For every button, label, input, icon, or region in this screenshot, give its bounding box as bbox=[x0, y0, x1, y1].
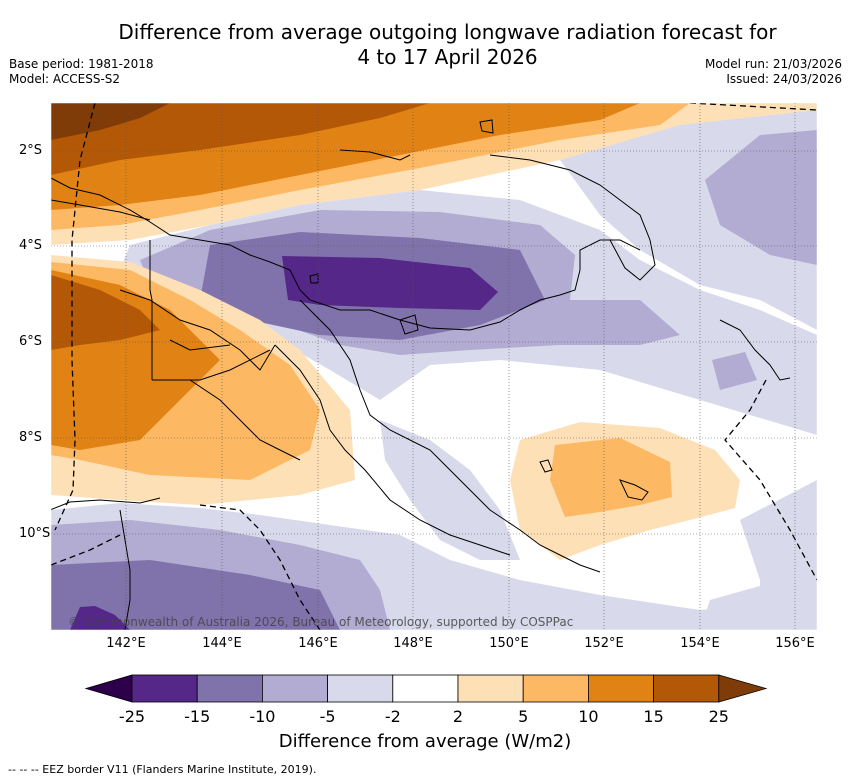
colorbar-tick: 10 bbox=[578, 707, 599, 726]
lat-label: 4°S bbox=[19, 238, 43, 253]
copyright-notice: © Commonwealth of Australia 2026, Bureau… bbox=[68, 615, 574, 629]
gridlines bbox=[51, 103, 817, 630]
eez-legend: -- -- -- EEZ border V11 (Flanders Marine… bbox=[8, 763, 317, 776]
coastlines bbox=[51, 119, 791, 630]
colorbar-segment bbox=[653, 674, 720, 703]
colorbar-segment bbox=[196, 674, 263, 703]
colorbar-tick: 15 bbox=[643, 707, 664, 726]
colorbar-segment bbox=[522, 674, 589, 703]
borders bbox=[149, 240, 271, 381]
colorbar-segment bbox=[131, 674, 198, 703]
colorbar-tick: 25 bbox=[708, 707, 729, 726]
lon-label: 156°E bbox=[775, 636, 815, 651]
colorbar-segment bbox=[261, 674, 328, 703]
lat-label: 8°S bbox=[19, 430, 43, 445]
lon-label: 146°E bbox=[298, 636, 338, 651]
eez-border bbox=[51, 103, 817, 630]
colorbar-tick: -2 bbox=[384, 707, 401, 726]
colorbar-tick: 5 bbox=[518, 707, 529, 726]
colorbar-tick: 2 bbox=[452, 707, 464, 726]
issued-date: Issued: 24/03/2026 bbox=[726, 72, 842, 86]
colorbar-segment bbox=[588, 674, 655, 703]
title-line-1: Difference from average outgoing longwav… bbox=[118, 20, 777, 44]
model-run: Model run: 21/03/2026 bbox=[704, 57, 842, 71]
meta-right: Model run: 21/03/2026 Issued: 24/03/2026 bbox=[705, 57, 842, 87]
colorbar-label: Difference from average (W/m2) bbox=[278, 731, 572, 752]
meta-left: Base period: 1981-2018 Model: ACCESS-S2 bbox=[9, 57, 154, 87]
lon-label: 150°E bbox=[489, 636, 529, 651]
lon-label: 142°E bbox=[106, 636, 146, 651]
chart-title: Difference from average outgoing longwav… bbox=[0, 20, 850, 70]
lat-label: 10°S bbox=[19, 526, 51, 541]
colorbar-segment bbox=[457, 674, 524, 703]
lat-label: 2°S bbox=[19, 143, 43, 158]
model-name: Model: ACCESS-S2 bbox=[9, 72, 121, 86]
colorbar-tick: -25 bbox=[118, 707, 146, 726]
colorbar-extend-high bbox=[718, 674, 768, 703]
lon-label: 144°E bbox=[202, 636, 242, 651]
lon-label: 148°E bbox=[393, 636, 433, 651]
lon-label: 154°E bbox=[680, 636, 720, 651]
base-period: Base period: 1981-2018 bbox=[9, 57, 154, 71]
colorbar-segment bbox=[392, 674, 459, 703]
colorbar-segment bbox=[327, 674, 394, 703]
colorbar-tick: -5 bbox=[319, 707, 336, 726]
lat-label: 6°S bbox=[19, 334, 43, 349]
colorbar-tick: -10 bbox=[249, 707, 276, 726]
colorbar-extend-low bbox=[84, 674, 133, 703]
title-line-2: 4 to 17 April 2026 bbox=[357, 45, 538, 69]
lon-label: 152°E bbox=[584, 636, 624, 651]
colorbar-tick: -15 bbox=[184, 707, 211, 726]
